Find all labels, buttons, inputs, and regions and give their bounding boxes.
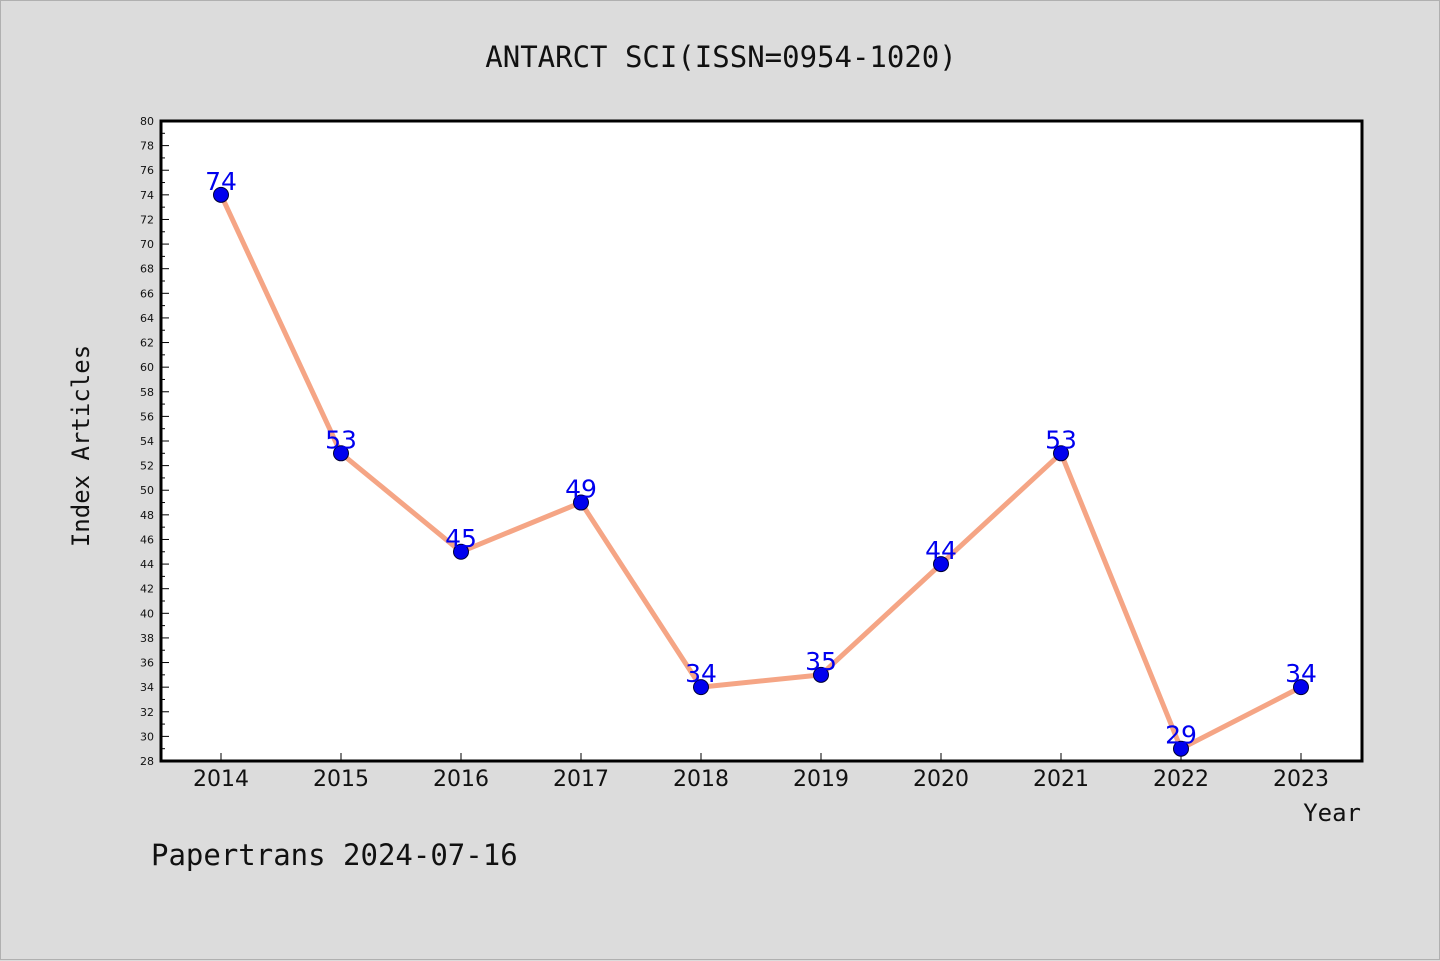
- data-label: 53: [325, 425, 357, 454]
- y-tick-label: 78: [140, 140, 154, 153]
- y-tick-label: 44: [140, 558, 154, 571]
- y-tick-label: 34: [140, 681, 154, 694]
- footer-credit: Papertrans 2024-07-16: [151, 838, 518, 872]
- y-tick-label: 68: [140, 263, 154, 276]
- series-layer: 74 53 45 49 34 35 44 53 29 34: [205, 167, 1317, 757]
- x-axis-title: Year: [1303, 799, 1361, 827]
- x-tick-label: 2021: [1033, 767, 1089, 792]
- x-axis: 2014 2015 2016 2017 2018 2019 2020 2021 2022 2023: [193, 753, 1329, 792]
- y-tick-label: 30: [140, 730, 154, 743]
- y-tick-label: 48: [140, 509, 154, 522]
- data-label: 53: [1045, 425, 1077, 454]
- data-label: 44: [925, 536, 957, 565]
- data-point: [1173, 740, 1189, 757]
- data-label: 34: [685, 659, 717, 688]
- y-tick-label: 60: [140, 361, 154, 374]
- y-tick-label: 80: [140, 115, 154, 128]
- data-point: [1053, 445, 1069, 462]
- y-tick-label: 50: [140, 484, 154, 497]
- data-point: [1293, 679, 1309, 696]
- series-line: [218, 193, 1303, 752]
- plot-area: [159, 119, 1364, 763]
- chart-title: ANTARCT SCI(ISSN=0954-1020): [485, 40, 956, 74]
- x-tick-label: 2019: [793, 767, 849, 792]
- x-tick-label: 2022: [1153, 767, 1209, 792]
- y-axis: 28 30 32 34 36 38 40 42 44 46 48 50 52 54 56 58 60 62 64 66…: [140, 115, 169, 768]
- x-tick-label: 2020: [913, 767, 969, 792]
- y-tick-label: 70: [140, 238, 154, 251]
- data-label: 34: [1285, 659, 1317, 688]
- data-label: 45: [445, 524, 477, 553]
- y-tick-label: 28: [140, 755, 154, 768]
- data-point: [333, 445, 349, 462]
- y-tick-label: 42: [140, 583, 154, 596]
- x-tick-label: 2014: [193, 767, 249, 792]
- y-tick-label: 56: [140, 410, 154, 423]
- data-point: [573, 494, 589, 511]
- y-tick-label: 54: [140, 435, 154, 448]
- x-tick-label: 2017: [553, 767, 609, 792]
- y-tick-label: 76: [140, 164, 154, 177]
- data-point: [693, 679, 709, 696]
- y-tick-label: 58: [140, 386, 154, 399]
- y-tick-label: 74: [140, 189, 154, 202]
- data-label: 49: [565, 475, 597, 504]
- x-tick-label: 2016: [433, 767, 489, 792]
- data-label: 35: [805, 647, 837, 676]
- y-tick-label: 66: [140, 287, 154, 300]
- y-tick-label: 36: [140, 657, 154, 670]
- x-tick-label: 2015: [313, 767, 369, 792]
- data-label: 74: [205, 167, 237, 196]
- y-axis-title: Index Articles: [67, 345, 95, 547]
- y-tick-label: 38: [140, 632, 154, 645]
- y-tick-label: 32: [140, 706, 154, 719]
- y-tick-label: 72: [140, 213, 154, 226]
- y-tick-label: 62: [140, 337, 154, 350]
- data-point: [813, 666, 829, 683]
- x-tick-label: 2023: [1273, 767, 1329, 792]
- data-point: [453, 543, 469, 560]
- data-point: [933, 556, 949, 573]
- data-label: 29: [1165, 721, 1197, 750]
- data-point: [213, 186, 229, 203]
- y-tick-label: 64: [140, 312, 154, 325]
- y-tick-label: 46: [140, 533, 154, 546]
- y-tick-label: 52: [140, 460, 154, 473]
- y-tick-label: 40: [140, 607, 154, 620]
- x-tick-label: 2018: [673, 767, 729, 792]
